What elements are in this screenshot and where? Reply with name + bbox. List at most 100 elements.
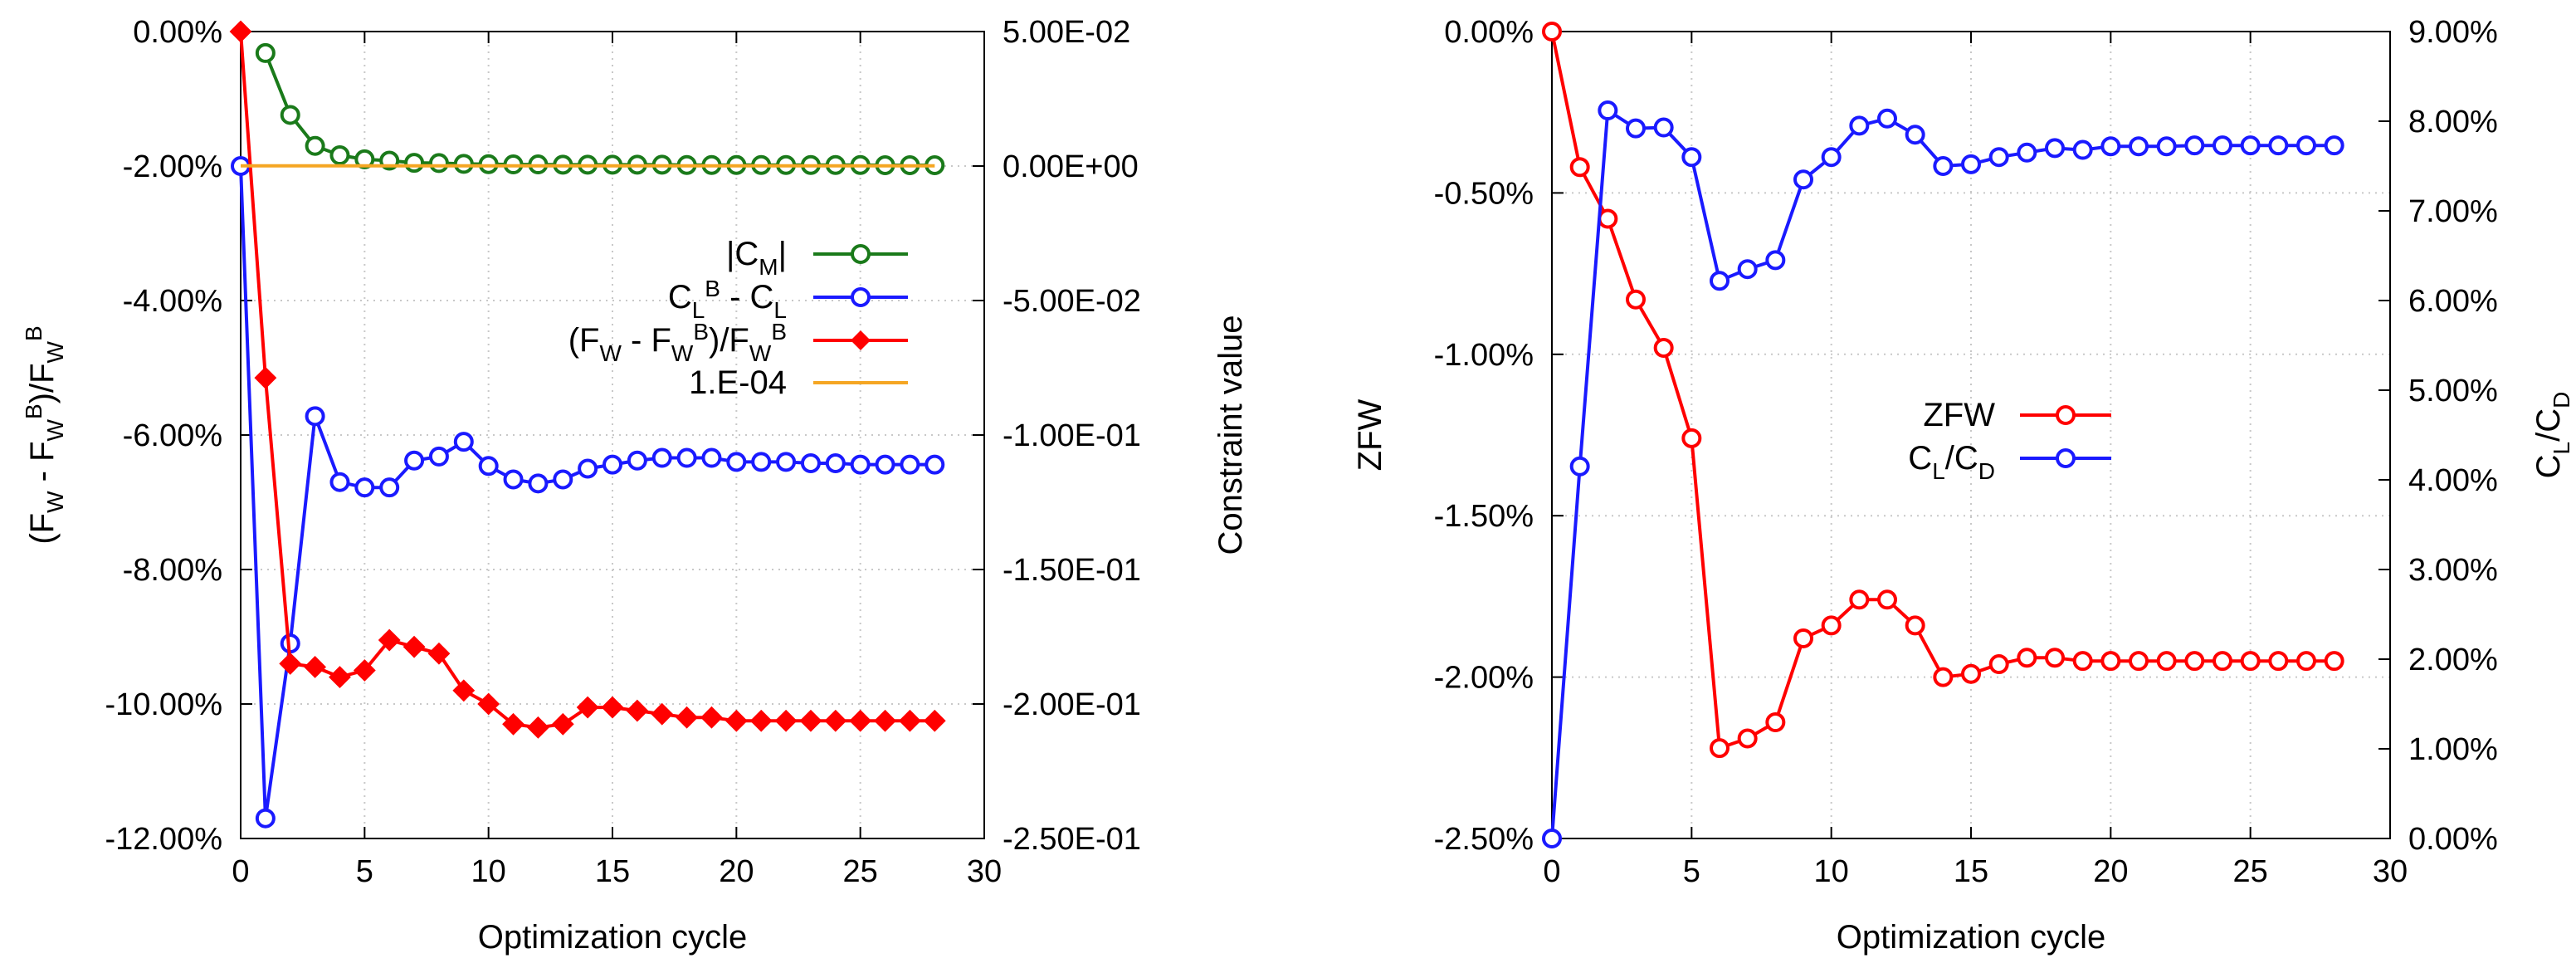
- data-point: [2017, 142, 2037, 163]
- y-axis-label-part: B: [21, 325, 46, 341]
- data-point: [329, 472, 350, 492]
- data-point: [2268, 651, 2289, 672]
- data-point: [2100, 136, 2121, 157]
- y-axis-label-part: - F: [24, 441, 61, 491]
- y2-tick-label: 7.00%: [2408, 194, 2498, 229]
- data-point: [2296, 135, 2316, 156]
- legend-clcd-marker: [2056, 448, 2076, 468]
- y-tick-label: -0.50%: [1434, 176, 1534, 211]
- data-point: [603, 454, 622, 475]
- y2-tick-label: 6.00%: [2408, 284, 2498, 319]
- legend-zfw-marker: [2056, 405, 2076, 425]
- data-point: [1653, 117, 1674, 138]
- data-point: [1933, 667, 1954, 687]
- y2-tick-label: 0.00%: [2408, 822, 2498, 857]
- legend-cm-label-part: |: [778, 236, 787, 272]
- legend-zfw-label-part: ZFW: [1923, 397, 1995, 433]
- data-point: [578, 458, 598, 479]
- legend-cl-label-part: - C: [720, 279, 773, 315]
- data-point: [2129, 651, 2149, 672]
- data-point: [254, 366, 277, 389]
- legend-fw-label-part: B: [693, 319, 709, 345]
- legend-fw-label-part: )/F: [709, 322, 749, 359]
- data-point: [502, 712, 524, 736]
- data-point: [478, 456, 499, 477]
- x-tick-label: 10: [1814, 854, 1849, 889]
- data-point: [1877, 589, 1897, 610]
- data-point: [850, 454, 871, 475]
- series-line-2: [239, 31, 935, 730]
- data-point: [378, 628, 401, 652]
- y2-axis-label-part: L: [2549, 442, 2574, 455]
- data-point: [1877, 108, 1897, 129]
- data-point: [1626, 289, 1646, 310]
- data-point: [875, 454, 895, 475]
- y2-axis-label-part: /C: [2530, 408, 2567, 442]
- legend-fw-label-part: W: [671, 340, 694, 366]
- y2-tick-label: 1.00%: [2408, 732, 2498, 767]
- data-point: [2156, 136, 2177, 157]
- y2-tick-label: 5.00%: [2408, 374, 2498, 408]
- data-point: [1598, 208, 1618, 229]
- data-point: [1793, 628, 1813, 648]
- data-point: [305, 135, 325, 156]
- series-line-0: [264, 52, 935, 167]
- data-point: [452, 679, 476, 702]
- y2-tick-label: 8.00%: [2408, 105, 2498, 139]
- data-point: [1765, 250, 1786, 271]
- y-tick-label: 0.00%: [1444, 15, 1534, 50]
- x-axis-label: Optimization cycle: [478, 919, 748, 956]
- legend-clcd-label: CL/CD: [1908, 440, 1995, 484]
- data-point: [255, 808, 276, 829]
- data-point: [1961, 663, 1981, 684]
- x-tick-label: 5: [356, 854, 373, 889]
- legend-cl-label-part: B: [705, 276, 720, 301]
- legend-fw-label-part: (F: [568, 322, 600, 359]
- y2-tick-label: -1.00E-01: [1003, 418, 1141, 453]
- data-point: [701, 447, 722, 468]
- data-point: [379, 477, 400, 498]
- data-point: [528, 473, 549, 494]
- data-point: [2156, 651, 2177, 672]
- data-point: [402, 635, 426, 658]
- y2-tick-label: 2.00%: [2408, 643, 2498, 677]
- x-tick-label: 0: [232, 854, 249, 889]
- data-point: [1569, 157, 1590, 178]
- data-point: [1793, 169, 1813, 190]
- data-point: [279, 652, 302, 675]
- data-point: [700, 706, 723, 729]
- data-point: [354, 149, 375, 169]
- legend-clcd-label-part: D: [1978, 458, 1995, 484]
- data-point: [2240, 135, 2261, 156]
- x-tick-label: 25: [843, 854, 878, 889]
- x-tick-label: 10: [471, 854, 506, 889]
- x-tick-label: 20: [719, 854, 754, 889]
- chart-left: 0 5 10 15 20 25 30 0.00% -2.00% -4.00% -6.00% -8.00…: [21, 15, 1249, 956]
- legend-fw-label-part: B: [771, 319, 787, 345]
- data-point: [1849, 589, 1870, 610]
- y-tick-label: 0.00%: [133, 15, 222, 50]
- data-point: [1849, 115, 1870, 136]
- legend-cm-label: |CM|: [726, 236, 787, 280]
- y2-axis-label: CL/CD: [2530, 392, 2574, 479]
- data-point: [676, 447, 697, 468]
- legend-1e04-label: 1.E-04: [689, 364, 787, 401]
- data-point: [404, 153, 425, 174]
- y-axis-label-part: W: [42, 340, 68, 363]
- data-point: [427, 642, 451, 665]
- data-point: [776, 452, 797, 472]
- y-axis-label-part: W: [42, 491, 68, 513]
- data-point: [824, 709, 847, 732]
- data-point: [551, 712, 574, 736]
- y-tick-label: -8.00%: [123, 553, 222, 588]
- legend-fw-label-part: W: [599, 340, 622, 366]
- data-point: [1961, 154, 1981, 174]
- y-tick-label: -2.00%: [123, 149, 222, 184]
- y-tick-label: -12.00%: [105, 822, 222, 857]
- legend-cl-label-part: C: [668, 279, 692, 315]
- data-point: [1988, 654, 2009, 675]
- data-point: [2045, 648, 2065, 668]
- data-point: [676, 706, 699, 729]
- data-point: [553, 469, 573, 490]
